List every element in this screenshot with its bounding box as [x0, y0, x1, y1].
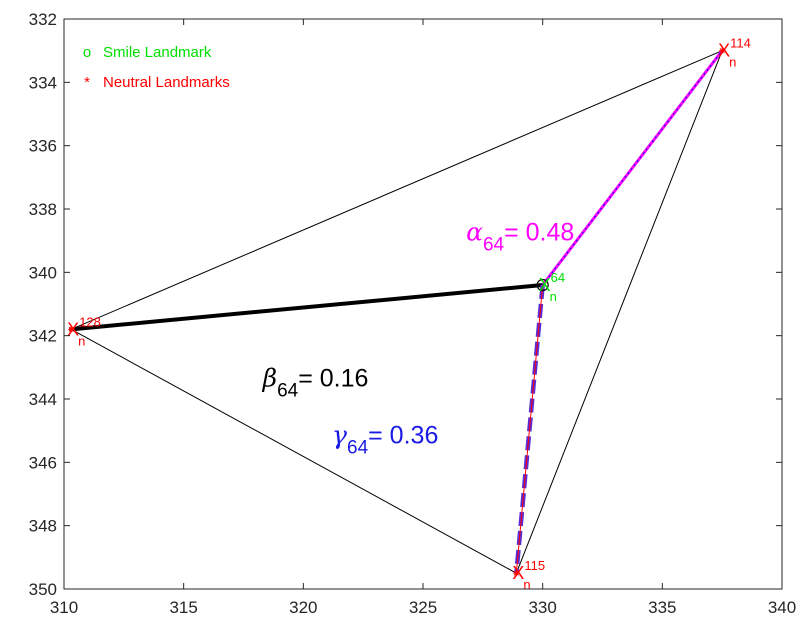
point-label-115: X115 n	[512, 558, 545, 592]
legend: o Smile Landmark * Neutral Landmarks	[83, 44, 230, 91]
edge-114-128	[70, 50, 723, 330]
edge-115-114	[515, 50, 723, 574]
y-tick-label-348: 348	[29, 517, 57, 536]
neutral-marker-115	[513, 570, 520, 577]
y-tick-label-338: 338	[29, 200, 57, 219]
annotation-alpha: α64= 0.48	[466, 218, 574, 256]
legend-label-1: Neutral Landmarks	[103, 74, 230, 91]
y-tick-label-334: 334	[29, 73, 57, 92]
point-label-114: X114 n	[718, 36, 751, 70]
y-tick-label-340: 340	[29, 263, 57, 282]
x-tick-label-330: 330	[528, 598, 556, 617]
x-tick-label-325: 325	[409, 598, 437, 617]
y-tick-label-336: 336	[29, 137, 57, 156]
point-label-64: X64 n	[539, 270, 565, 304]
x-tick-label-340: 340	[768, 598, 796, 617]
gamma-segment-center	[515, 284, 544, 574]
y-tick-label-332: 332	[29, 10, 57, 29]
y-tick-label-342: 342	[29, 327, 57, 346]
y-tick-label-350: 350	[29, 580, 57, 599]
legend-label-0: Smile Landmark	[103, 44, 212, 61]
landmark-markers	[68, 47, 726, 577]
y-tick-label-344: 344	[29, 390, 57, 409]
legend-marker-0: o	[83, 44, 91, 61]
coefficient-annotations: α64= 0.48 β64= 0.16 γ64= 0.36	[262, 218, 575, 459]
beta-segment	[69, 283, 545, 332]
coordinate-segments	[69, 49, 724, 574]
alpha-segment-dots	[542, 50, 723, 286]
x-tick-label-310: 310	[50, 598, 78, 617]
triangle-edges	[70, 50, 723, 574]
neutral-marker-128	[68, 326, 75, 333]
plot-area-border	[63, 18, 783, 590]
axis-ticks: 310 315 320 325 330 335 340 332 334 336 338 340 342 3…	[29, 10, 797, 617]
x-tick-label-320: 320	[289, 598, 317, 617]
legend-marker-1: *	[84, 74, 90, 91]
annotation-beta: β64= 0.16	[262, 363, 369, 401]
smile-marker-64	[536, 278, 549, 292]
y-tick-label-346: 346	[29, 453, 57, 472]
point-label-128: X128 n	[67, 314, 101, 348]
x-tick-label-335: 335	[648, 598, 676, 617]
neutral-marker-114	[719, 47, 726, 54]
landmark-labels: X128 n X114 n X115 n X64 n	[67, 36, 751, 593]
edge-128-115	[70, 328, 517, 574]
annotation-gamma: γ64= 0.36	[332, 420, 438, 458]
x-tick-label-315: 315	[169, 598, 197, 617]
